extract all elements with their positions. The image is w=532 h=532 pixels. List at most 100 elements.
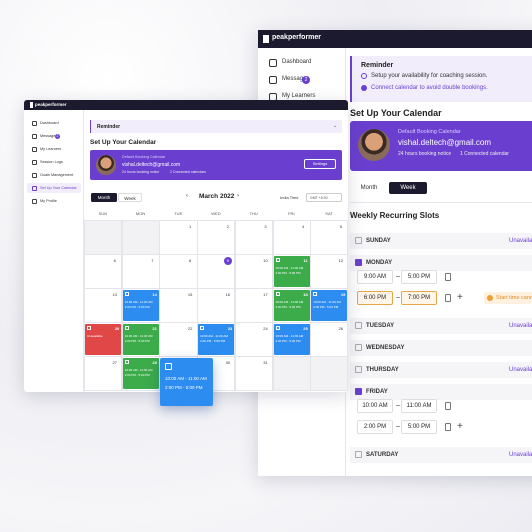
event[interactable]: 14 10:00 AM - 11:00 AM 2:00 PM - 5:00 PM — [122, 290, 159, 321]
day-cell — [84, 288, 123, 323]
event[interactable]: 21 10:00 AM - 11:00 AM 2:00 PM - 5:00 PM — [122, 324, 159, 355]
event-day: 18 — [303, 292, 308, 297]
chevron[interactable]: ⌄ — [333, 123, 338, 129]
time-input[interactable]: 11:00 AM — [401, 399, 437, 413]
time-input[interactable]: 2:00 PM — [357, 420, 393, 434]
toggle-button[interactable]: Month — [360, 185, 378, 191]
add-icon[interactable]: + — [457, 292, 463, 303]
checkbox[interactable] — [355, 344, 362, 351]
weekday: THU — [249, 211, 258, 216]
day-number: 9 — [223, 257, 232, 265]
event[interactable]: 28 10:00 AM - 11:00 AM 2:00 PM - 5:00 PM — [122, 358, 159, 389]
day-cell — [234, 288, 273, 323]
checkbox[interactable] — [355, 366, 362, 373]
event-line: 2:00 PM - 5:00 PM — [275, 271, 301, 275]
reminder-title: Reminder — [97, 124, 121, 130]
nav-icon — [32, 173, 37, 178]
day-number: 5 — [339, 224, 342, 229]
checkbox[interactable] — [355, 451, 362, 458]
day-row — [350, 384, 532, 400]
card-notice: 24 hours booking notice — [122, 170, 160, 174]
checkbox[interactable] — [355, 259, 362, 266]
event-day: 25 — [303, 326, 308, 331]
time-input[interactable]: 10:00 AM — [357, 399, 393, 413]
day-name: SUNDAY — [366, 238, 391, 244]
event-line: 10:00 AM - 11:00 AM — [200, 334, 228, 338]
day-cell — [272, 220, 311, 255]
divider — [350, 202, 532, 203]
nav-item[interactable]: My Learners — [40, 147, 62, 151]
warning-icon — [487, 295, 493, 301]
day-number: 1 — [188, 224, 192, 229]
next-button[interactable]: › — [237, 193, 239, 199]
event-day: 21 — [152, 326, 157, 331]
heading: Set Up Your Calendar — [90, 139, 157, 146]
event-line: 2:00 PM - 5:00 PM — [313, 305, 339, 309]
day-cell — [234, 220, 273, 255]
settings-button[interactable]: Settings — [304, 159, 336, 169]
event[interactable]: 18 10:00 AM - 11:00 AM 2:00 PM - 5:00 PM — [273, 290, 310, 321]
checkbox[interactable] — [355, 322, 362, 329]
prev-button[interactable]: ‹ — [186, 193, 188, 199]
nav-icon — [32, 147, 37, 152]
add-icon[interactable]: + — [457, 421, 463, 432]
time-input[interactable]: 5:00 PM — [401, 420, 437, 434]
event-day: 20 — [114, 326, 120, 331]
nav-item[interactable]: My Profile — [40, 199, 57, 203]
checkbox[interactable] — [355, 388, 362, 395]
event-line: 10:00 AM - 11:00 AM — [124, 334, 153, 338]
weekday: SAT — [325, 211, 333, 216]
toggle-button[interactable]: Month — [91, 193, 117, 202]
day-number: 15 — [187, 292, 193, 297]
time-input[interactable]: 9:00 AM — [357, 270, 393, 284]
event[interactable]: 19 10:00 AM - 11:00 AM 2:00 PM - 5:00 PM — [311, 290, 348, 321]
nav-item[interactable]: My Learners — [282, 93, 316, 99]
back-window: peakperformer Dashboard Messages My Learner… — [258, 30, 532, 476]
day-number: 13 — [112, 292, 117, 297]
weekday: WED — [211, 211, 221, 216]
toggle-button[interactable]: Week — [389, 182, 427, 194]
day-cell — [234, 356, 273, 391]
event[interactable]: 11 10:00 AM - 11:00 AM 2:00 PM - 5:00 PM — [273, 256, 310, 287]
checkbox[interactable] — [355, 237, 362, 244]
day-number: 24 — [263, 326, 268, 331]
nav-item[interactable]: Dashboard — [40, 121, 59, 125]
nav-icon — [32, 160, 37, 165]
logo-icon — [30, 102, 33, 108]
day-cell — [197, 254, 236, 289]
delete-icon[interactable] — [445, 423, 451, 431]
nav-item[interactable]: Messages — [282, 76, 310, 82]
reminder-box: Reminder Setup your availability for coac… — [350, 56, 532, 102]
nav-icon — [32, 121, 37, 126]
day-cell — [121, 220, 160, 255]
time-input[interactable]: 5:00 PM — [401, 270, 437, 284]
event-icon — [124, 360, 129, 364]
nav-active — [27, 183, 81, 193]
nav-item[interactable]: Goals Management — [40, 173, 74, 177]
event[interactable]: 25 10:00 AM - 11:00 AM 2:00 PM - 5:00 PM — [273, 324, 310, 355]
day-cell — [84, 356, 123, 391]
avatar — [96, 155, 116, 175]
time-input[interactable]: 6:00 PM — [357, 291, 393, 305]
event-popup[interactable]: 10:00 AM - 11:00 AM 2:00 PM - 5:00 PM — [160, 358, 213, 406]
nav-item[interactable]: Dashboard — [282, 59, 312, 65]
time-input[interactable]: 7:00 PM — [401, 291, 437, 305]
day-row — [350, 447, 532, 463]
toggle-button[interactable]: Week — [118, 193, 142, 202]
nav-item[interactable]: Set Up Your Calendar — [40, 186, 77, 190]
badge: 2 — [55, 134, 60, 139]
nav-item[interactable]: Messages — [40, 134, 58, 138]
tz-select[interactable]: GMT +5:30 — [306, 193, 342, 202]
delete-icon[interactable] — [445, 294, 451, 302]
event-icon — [275, 326, 280, 330]
event[interactable]: 20 Unavailable — [85, 324, 122, 355]
calendar-card: Default Booking Calendar vishal.deltech@g… — [350, 121, 532, 171]
delete-icon[interactable] — [445, 273, 451, 281]
event[interactable]: 23 10:00 AM - 11:00 AM 2:00 PM - 5:00 PM — [198, 324, 235, 355]
month-title: March 2022 — [199, 193, 235, 200]
day-number: 10 — [263, 258, 268, 263]
event-line: 10:00 AM - 11:00 AM — [124, 300, 153, 304]
nav-item[interactable]: Session Logs — [40, 160, 63, 164]
card-connected: 2 Connected calendars — [170, 170, 206, 174]
delete-icon[interactable] — [445, 402, 451, 410]
